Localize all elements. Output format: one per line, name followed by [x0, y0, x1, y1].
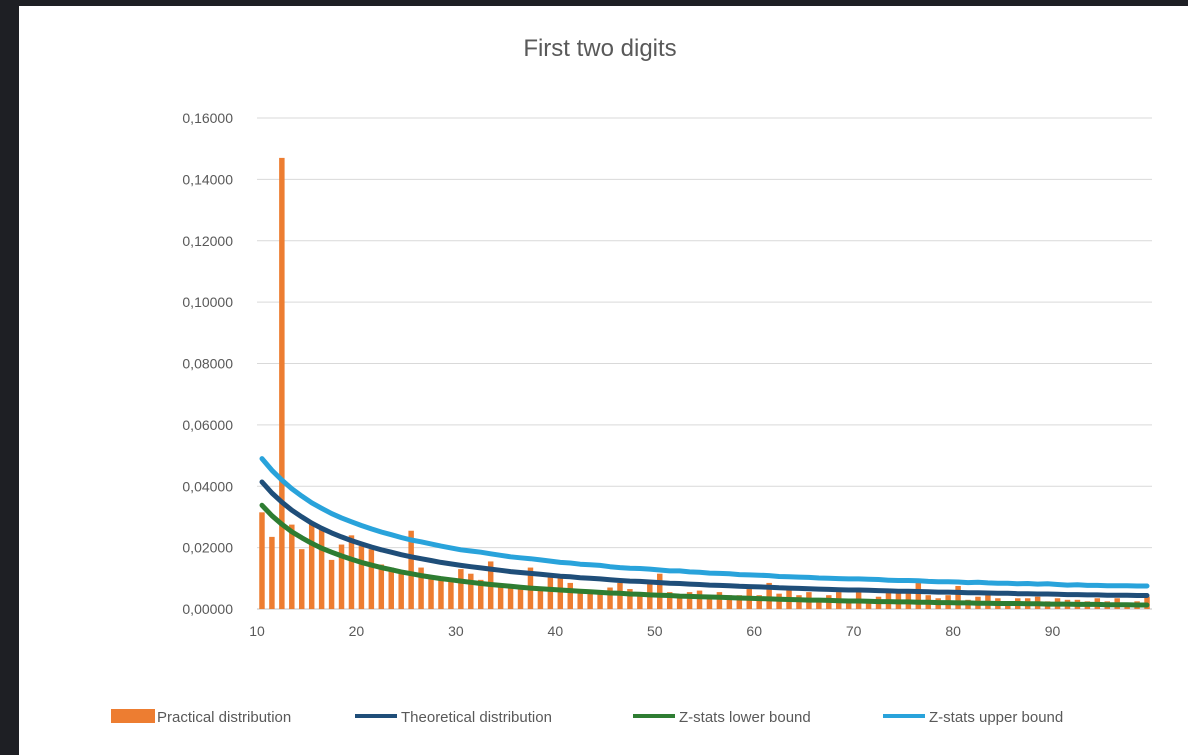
bar [686, 592, 693, 609]
bar [587, 592, 593, 609]
theoretical-distribution-line [259, 479, 1150, 598]
benford-chart: First two digits 0,000000,020000,040000,… [111, 35, 1152, 726]
bar [816, 598, 822, 609]
x-tick-label: 30 [448, 623, 464, 639]
legend: Practical distribution Theoretical distri… [111, 709, 1063, 726]
line-series [259, 456, 1150, 608]
bar [318, 529, 325, 609]
bar [378, 564, 385, 609]
bar-series [259, 157, 1150, 610]
bar [955, 585, 961, 609]
bar [676, 595, 683, 609]
bar [438, 578, 444, 609]
bar [607, 587, 613, 609]
bar [269, 536, 275, 609]
y-tick-label: 0,10000 [182, 294, 233, 310]
bar [507, 587, 514, 609]
y-tick-label: 0,12000 [182, 233, 233, 249]
bar [547, 576, 554, 609]
bar [617, 582, 623, 609]
bar [448, 579, 454, 609]
bar [279, 157, 285, 610]
bar [597, 592, 603, 609]
gridlines [257, 117, 1152, 610]
x-tick-label: 60 [746, 623, 762, 639]
chart-panel: First two digits 0,00000 0,02000 0,04000 0,… [19, 6, 1188, 755]
y-tick-label: 0,14000 [182, 171, 233, 187]
bar [696, 590, 703, 609]
bar [657, 573, 663, 609]
bar [627, 589, 633, 609]
x-tick-label: 40 [548, 623, 564, 639]
x-tick-label: 20 [349, 623, 365, 639]
bar [865, 599, 872, 609]
bar [259, 512, 265, 609]
z-stats-upper-bound-line [259, 456, 1150, 589]
bar [557, 576, 564, 609]
bar [299, 549, 305, 609]
bar [358, 546, 365, 609]
bar [418, 567, 424, 609]
y-tick-label: 0,16000 [182, 110, 233, 126]
bar [408, 530, 414, 609]
x-tick-label: 80 [945, 623, 961, 639]
y-tick-label: 0,06000 [182, 417, 233, 433]
bar [726, 595, 733, 609]
x-tick-label: 90 [1045, 623, 1061, 639]
x-axis-ticks: 10 20 30 40 50 60 70 80 90 [249, 623, 1060, 639]
bar [915, 582, 922, 609]
chart-title: First two digits [523, 35, 676, 62]
z-stats-lower-bound-line [259, 502, 1150, 608]
bar [458, 569, 464, 609]
x-tick-label: 50 [647, 623, 663, 639]
bar [289, 524, 295, 609]
bar [736, 595, 743, 609]
bar [577, 590, 583, 609]
bar [478, 579, 484, 609]
bar [537, 587, 544, 609]
bar [637, 592, 643, 609]
y-tick-label: 0,00000 [182, 601, 233, 617]
bar [845, 599, 852, 609]
bar [706, 596, 713, 609]
bar [348, 535, 355, 609]
legend-label: Theoretical distribution [401, 709, 552, 726]
y-tick-label: 0,04000 [182, 478, 233, 494]
bar [497, 584, 504, 609]
legend-swatch [111, 709, 155, 723]
y-axis-ticks: 0,00000 0,02000 0,04000 0,06000 0,08000 0,100… [182, 110, 233, 617]
bar [368, 549, 375, 609]
bar [517, 589, 524, 609]
x-tick-label: 70 [846, 623, 862, 639]
bar [308, 523, 315, 609]
bar [766, 582, 772, 609]
bar [468, 573, 474, 609]
bar [428, 575, 434, 609]
bar [338, 544, 345, 609]
legend-label: Z-stats lower bound [679, 709, 811, 726]
bar [716, 592, 723, 609]
bar [398, 573, 404, 609]
bar [756, 595, 762, 609]
bar [328, 559, 335, 609]
y-tick-label: 0,02000 [182, 540, 233, 556]
bar [388, 567, 394, 609]
legend-label: Z-stats upper bound [929, 709, 1063, 726]
legend-label: Practical distribution [157, 709, 291, 726]
bar [666, 592, 673, 609]
y-tick-label: 0,08000 [182, 356, 233, 372]
bar [567, 582, 573, 609]
x-tick-label: 10 [249, 623, 265, 639]
